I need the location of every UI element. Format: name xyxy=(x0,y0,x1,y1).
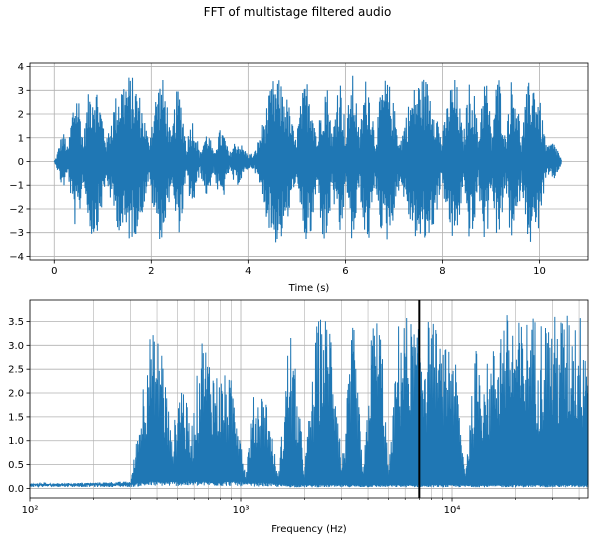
frequency-x-tick-label: 10⁴ xyxy=(444,505,461,516)
frequency-y-tick-label: 0.5 xyxy=(8,460,24,471)
time-domain-plot: 0 2 4 6 8 10 −4 −3 −2 −1 0 1 2 3 4 Time (s) xyxy=(9,62,589,294)
frequency-y-tick-label: 3.5 xyxy=(8,317,24,328)
frequency-y-tick-label: 0.0 xyxy=(8,484,24,495)
frequency-x-tick-label: 10² xyxy=(22,505,39,516)
time-x-axis-label: Time (s) xyxy=(288,283,330,294)
frequency-y-tick-label: 1.0 xyxy=(8,436,24,447)
time-x-tick-label: 10 xyxy=(533,266,546,277)
frequency-y-tick-label: 2.5 xyxy=(8,365,24,376)
frequency-y-tick-label: 3.0 xyxy=(8,341,24,352)
time-y-tick-label: −4 xyxy=(9,252,24,263)
time-y-tick-label: −3 xyxy=(9,228,24,239)
frequency-axes-frame xyxy=(29,299,589,499)
time-y-tick-label: −2 xyxy=(9,204,24,215)
time-y-tick-label: 0 xyxy=(18,157,24,168)
frequency-x-tick-label: 10³ xyxy=(233,505,250,516)
frequency-y-tick-label: 1.5 xyxy=(8,412,24,423)
frequency-y-tick-label: 2.0 xyxy=(8,389,24,400)
frequency-series xyxy=(29,315,589,489)
time-x-tick-label: 0 xyxy=(51,266,57,277)
time-series xyxy=(53,75,562,243)
frequency-ticks: 10² 10³ 10⁴ 0.0 0.5 1.0 1.5 2.0 2.5 3.0 3.5 xyxy=(8,317,580,516)
time-y-tick-label: 2 xyxy=(18,110,24,121)
figure-title: FFT of multistage filtered audio xyxy=(203,5,392,19)
time-y-tick-label: 1 xyxy=(18,133,24,144)
time-y-tick-label: 3 xyxy=(18,86,24,97)
time-y-tick-label: −1 xyxy=(9,181,24,192)
time-x-tick-label: 8 xyxy=(439,266,445,277)
time-x-tick-label: 6 xyxy=(342,266,348,277)
time-signal-line xyxy=(53,75,562,243)
time-ticks: 0 2 4 6 8 10 −4 −3 −2 −1 0 1 2 3 4 xyxy=(9,62,546,277)
frequency-x-axis-label: Frequency (Hz) xyxy=(271,524,347,535)
time-x-tick-label: 2 xyxy=(148,266,154,277)
frequency-spectrum-line xyxy=(29,315,589,489)
frequency-domain-plot: 10² 10³ 10⁴ 0.0 0.5 1.0 1.5 2.0 2.5 3.0 3.5 Freque… xyxy=(8,299,589,535)
time-y-tick-label: 4 xyxy=(18,62,24,73)
time-x-tick-label: 4 xyxy=(245,266,251,277)
